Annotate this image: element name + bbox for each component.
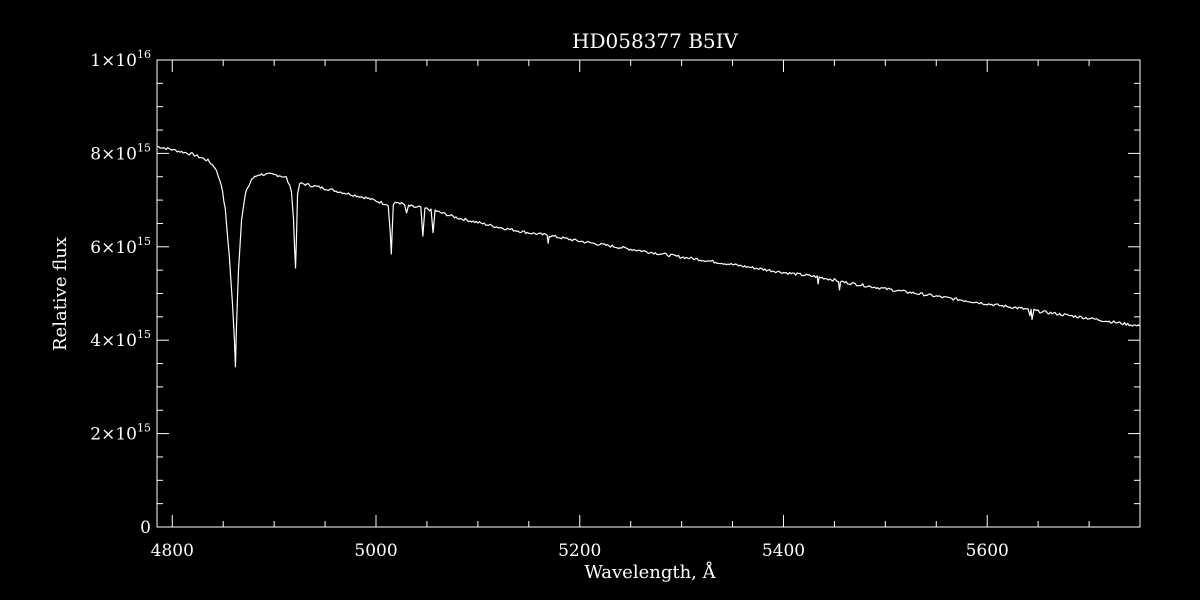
- y-axis-label: Relative flux: [50, 237, 71, 351]
- y-tick-mantissa: 2×10: [90, 425, 137, 445]
- x-tick-label: 5000: [354, 541, 397, 561]
- x-axis-label: Wavelength, Å: [584, 561, 716, 583]
- y-tick-label: 2×1015: [90, 422, 151, 445]
- axis-ticks: [157, 59, 1141, 528]
- y-tick-mantissa: 8×10: [90, 144, 137, 164]
- y-tick-label: 6×1015: [90, 235, 151, 258]
- x-tick-label: 5600: [966, 541, 1009, 561]
- tick-labels: 4800 5000 5200 5400 560002×10154×10156×10158…: [90, 48, 1009, 561]
- y-tick-label: 0: [140, 518, 151, 538]
- y-tick-exponent: 16: [137, 48, 151, 61]
- y-tick-exponent: 15: [137, 422, 151, 435]
- y-tick-label: 4×1015: [90, 328, 151, 351]
- y-tick-label: 8×1015: [90, 141, 151, 164]
- y-tick-mantissa: 4×10: [90, 331, 137, 351]
- y-tick-exponent: 15: [137, 235, 151, 248]
- y-tick-mantissa: 0: [140, 518, 151, 538]
- y-tick-mantissa: 1×10: [90, 51, 137, 71]
- x-tick-label: 5400: [762, 541, 805, 561]
- chart-title: HD058377 B5IV: [572, 29, 739, 53]
- x-tick-label: 4800: [151, 541, 194, 561]
- x-tick-label: 5200: [558, 541, 601, 561]
- y-tick-exponent: 15: [137, 328, 151, 341]
- y-tick-label: 1×1016: [90, 48, 151, 71]
- y-tick-exponent: 15: [137, 141, 151, 154]
- y-tick-mantissa: 6×10: [90, 238, 137, 258]
- spectrum-line: [156, 145, 1141, 368]
